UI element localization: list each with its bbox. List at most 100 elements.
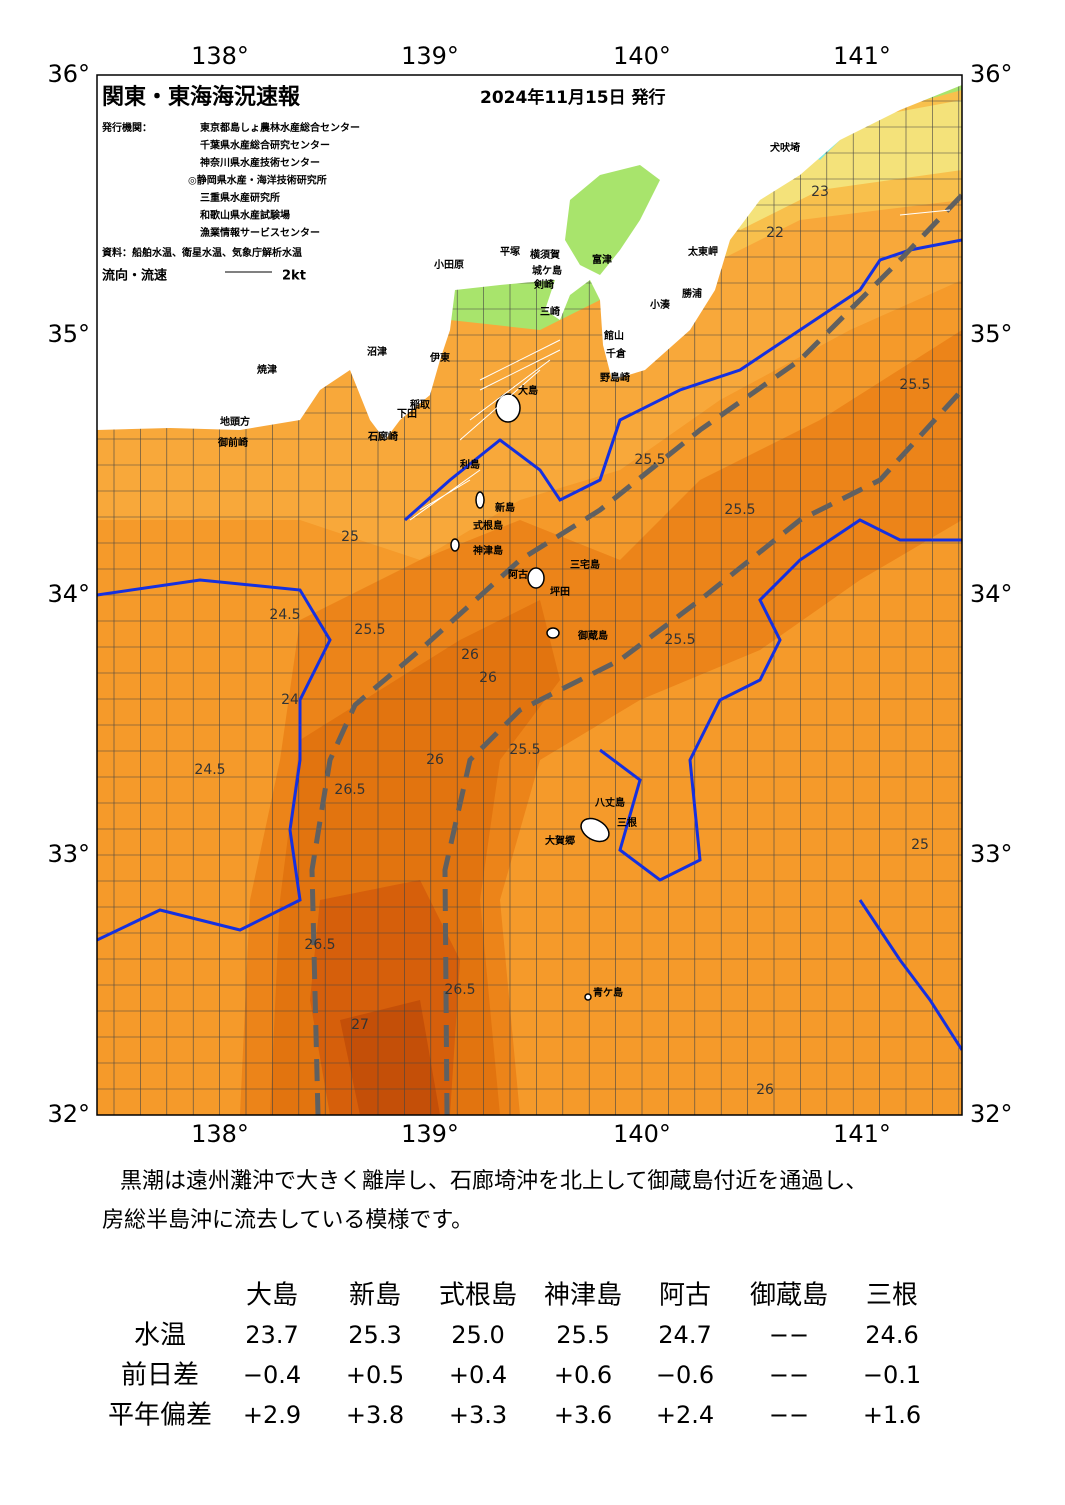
contour-label: 27 — [351, 1017, 369, 1033]
table-header: 大島 — [246, 1281, 298, 1311]
description: 黒潮は遠州灘沖で大きく離岸し、石廊埼沖を北上して御蔵島付近を通過し、 — [120, 1169, 867, 1194]
contour-label: 24 — [281, 692, 299, 708]
place-name: 横須賀 — [530, 248, 560, 261]
contour-label: 25.5 — [724, 502, 755, 518]
issuer: 三重県水産研究所 — [200, 191, 280, 204]
place-name: 犬吠埼 — [770, 141, 800, 154]
table-cell: +0.4 — [449, 1361, 507, 1389]
lat-label: 32° — [47, 1100, 90, 1128]
lat-label: 33° — [970, 840, 1013, 868]
lon-label: 139° — [401, 42, 459, 70]
place-name: 大賀郷 — [545, 834, 575, 847]
contour-label: 22 — [766, 225, 784, 241]
place-name: 城ケ島 — [532, 264, 562, 277]
place-name: 千倉 — [606, 347, 627, 360]
table-header: 新島 — [349, 1281, 401, 1311]
table-cell: −− — [769, 1361, 809, 1389]
table-cell: +2.4 — [656, 1401, 714, 1429]
issuer: 千葉県水産総合研究センター — [200, 139, 330, 152]
table-header: 神津島 — [544, 1281, 622, 1311]
table-header: 阿古 — [659, 1281, 711, 1311]
contour-label: 25 — [341, 529, 359, 545]
contour-label: 25.5 — [634, 452, 665, 468]
place-name: 地頭方 — [220, 415, 250, 428]
contour-label: 25.5 — [899, 377, 930, 393]
lat-label: 36° — [970, 60, 1013, 88]
islands — [450, 393, 610, 1001]
table-cell: −− — [769, 1321, 809, 1349]
table-cell: +0.6 — [554, 1361, 612, 1389]
land — [97, 75, 962, 440]
table-cell: +3.8 — [346, 1401, 404, 1429]
contour-label: 23 — [811, 184, 829, 200]
place-name: 三崎 — [540, 305, 560, 318]
issuer: 東京都島しょ農林水産総合センター — [200, 121, 360, 134]
place-name: 坪田 — [550, 585, 570, 598]
contour-label: 26 — [461, 647, 479, 663]
table-cell: 24.7 — [658, 1321, 711, 1349]
contour-25 — [97, 238, 962, 1051]
contour-label: 26 — [479, 670, 497, 686]
table-cell: −0.6 — [656, 1361, 714, 1389]
table-cell: −− — [769, 1401, 809, 1429]
place-name: 館山 — [603, 329, 624, 342]
map-frame — [96, 74, 963, 1116]
place-name: 下田 — [397, 408, 417, 420]
contour-label: 26.5 — [444, 982, 475, 998]
place-name: 平塚 — [500, 245, 520, 258]
table-cell: 25.3 — [348, 1321, 401, 1349]
table-cell: 23.7 — [245, 1321, 298, 1349]
lon-label: 140° — [613, 1120, 671, 1148]
issuer: 漁業情報サービスセンター — [200, 226, 320, 239]
place-name: 太東岬 — [687, 245, 718, 258]
lat-label: 36° — [47, 60, 90, 88]
place-name: 青ケ島 — [593, 986, 623, 999]
issuer: 神奈川県水産技術センター — [200, 156, 320, 169]
row-label: 前日差 — [121, 1361, 199, 1391]
table-header: 三根 — [866, 1281, 918, 1311]
legend-label: 流向・流速 — [102, 268, 167, 284]
place-name: 新島 — [495, 501, 515, 514]
place-name: 御蔵島 — [577, 629, 608, 642]
place-name: 小田原 — [433, 258, 464, 271]
place-name: 石廊崎 — [367, 430, 398, 443]
table-cell: 24.6 — [865, 1321, 918, 1349]
lon-label: 140° — [613, 42, 671, 70]
place-name: 勝浦 — [682, 287, 702, 300]
place-name: 剣崎 — [533, 278, 554, 291]
lat-label: 35° — [47, 320, 90, 348]
title: 関東・東海海況速報 — [102, 84, 301, 110]
row-label: 水温 — [134, 1321, 186, 1351]
table-header: 御蔵島 — [750, 1281, 828, 1311]
contour-label: 24.5 — [194, 762, 225, 778]
source: 資料：船舶水温、衛星水温、気象庁解析水温 — [102, 246, 302, 259]
contour-label: 24.5 — [269, 607, 300, 623]
legend-scale: 2kt — [282, 269, 306, 284]
place-name: 野島崎 — [600, 371, 630, 384]
lat-label: 32° — [970, 1100, 1013, 1128]
issuer-label: 発行機関： — [101, 121, 152, 134]
table-cell: 25.5 — [556, 1321, 609, 1349]
table-cell: +2.9 — [243, 1401, 301, 1429]
issuer: ◎静岡県水産・海洋技術研究所 — [188, 174, 327, 187]
place-name: 八丈島 — [594, 796, 625, 809]
place-name: 阿古 — [508, 568, 528, 581]
table-cell: +1.6 — [863, 1401, 921, 1429]
date: 2024年11月15日 発行 — [480, 87, 666, 108]
place-name: 式根島 — [473, 519, 503, 532]
row-label: 平年偏差 — [108, 1401, 212, 1431]
table-cell: +0.5 — [346, 1361, 404, 1389]
place-name: 利島 — [460, 458, 480, 471]
table-cell: 25.0 — [451, 1321, 504, 1349]
lon-label: 138° — [191, 42, 249, 70]
table-cell: +3.6 — [554, 1401, 612, 1429]
contour-label: 26 — [756, 1082, 774, 1098]
contour-label: 26.5 — [304, 937, 335, 953]
lat-label: 34° — [47, 580, 90, 608]
contour-label: 25.5 — [354, 622, 385, 638]
place-name: 神津島 — [473, 544, 503, 557]
sea — [97, 75, 962, 1115]
place-name: 富津 — [592, 253, 612, 266]
contour-label: 25.5 — [664, 632, 695, 648]
lon-label: 138° — [191, 1120, 249, 1148]
